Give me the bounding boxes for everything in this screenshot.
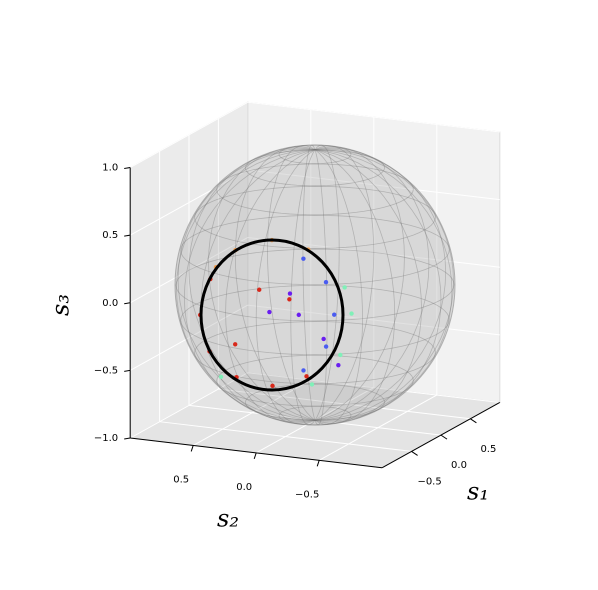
- sphere-wire: [200, 147, 430, 423]
- y-axis-line: [130, 437, 383, 469]
- sphere: [174, 144, 456, 426]
- y-tick-label: 0.0: [236, 482, 252, 493]
- grid-line: [129, 372, 249, 439]
- sphere-wire: [194, 185, 436, 249]
- z-tick-label: 0.5: [102, 230, 118, 241]
- sphere-wire: [245, 383, 385, 421]
- sphere-wire: [245, 149, 385, 187]
- point: [323, 280, 329, 285]
- grid-line: [247, 169, 500, 201]
- point: [301, 256, 306, 261]
- tick-mark: [411, 451, 418, 456]
- x-axis-label: s₁: [467, 478, 489, 506]
- sphere-wire: [290, 144, 340, 426]
- y-tick-label: −0.5: [295, 489, 319, 500]
- sphere-wire: [177, 149, 453, 421]
- point: [332, 312, 337, 317]
- tick-mark: [440, 434, 448, 440]
- z-tick-label: −0.5: [94, 365, 118, 376]
- x-tick-label: 0.0: [451, 460, 467, 471]
- point: [338, 352, 343, 358]
- tick-mark: [124, 234, 131, 237]
- sphere-wire: [278, 405, 352, 426]
- sphere-wire: [176, 149, 454, 421]
- sphere-wire: [188, 148, 442, 422]
- point: [301, 368, 306, 373]
- sphere-wire: [216, 354, 414, 407]
- y-axis-label: s₂: [217, 505, 239, 533]
- tick-mark: [470, 418, 477, 424]
- tick-mark: [253, 452, 257, 460]
- sphere-wire: [278, 144, 352, 165]
- point: [321, 336, 326, 342]
- point: [323, 344, 329, 349]
- z-axis-label: s₃: [47, 294, 75, 316]
- tick-mark: [190, 445, 194, 452]
- sphere-wire: [216, 163, 414, 216]
- point: [233, 342, 238, 347]
- reference-circle: [199, 238, 345, 392]
- point: [287, 297, 292, 302]
- grid-line: [247, 101, 500, 133]
- z-tick-label: 0.0: [102, 298, 118, 309]
- point: [218, 374, 224, 379]
- point: [270, 383, 275, 389]
- point: [267, 309, 272, 315]
- sphere-wire: [180, 284, 450, 356]
- point: [287, 291, 293, 296]
- sphere-wire: [302, 144, 328, 426]
- plot-area: −0.5 0.0 0.5 0.5 0.0 −0.5 −1.0 −0.5 0.0 0.5 1.0: [94, 101, 502, 500]
- x-axis-line: [381, 402, 501, 469]
- point: [257, 287, 262, 292]
- tick-mark: [124, 167, 131, 170]
- sphere-wire: [194, 321, 436, 385]
- grid-line: [255, 387, 375, 454]
- y-tick-label: 0.5: [173, 474, 189, 485]
- point: [336, 362, 341, 368]
- z-tick-label: 1.0: [102, 163, 118, 174]
- sphere-wire: [180, 214, 450, 286]
- point: [296, 312, 301, 318]
- grid-line: [129, 169, 249, 236]
- sphere-wire: [175, 248, 455, 322]
- grid-line: [192, 379, 312, 446]
- grid-line: [247, 304, 500, 336]
- grid-line: [318, 394, 438, 461]
- point: [349, 311, 354, 316]
- x-tick-label: −0.5: [417, 476, 441, 487]
- sphere-wire: [225, 146, 405, 424]
- z-tick-label: −1.0: [94, 433, 118, 444]
- tick-mark: [124, 369, 131, 372]
- tick-mark: [124, 302, 131, 305]
- sphere-wire: [255, 145, 375, 425]
- point: [309, 382, 315, 387]
- point: [342, 285, 347, 290]
- sphere-wire: [267, 145, 363, 425]
- tick-mark: [124, 437, 131, 440]
- grid-line: [247, 372, 500, 403]
- tick-mark: [316, 460, 320, 467]
- point: [304, 374, 309, 379]
- grid-line: [129, 237, 249, 304]
- sphere-wire: [183, 148, 447, 422]
- grid-line: [129, 101, 249, 168]
- x-tick-label: 0.5: [480, 444, 496, 455]
- sphere-wire: [234, 146, 396, 424]
- grid-line: [129, 304, 249, 371]
